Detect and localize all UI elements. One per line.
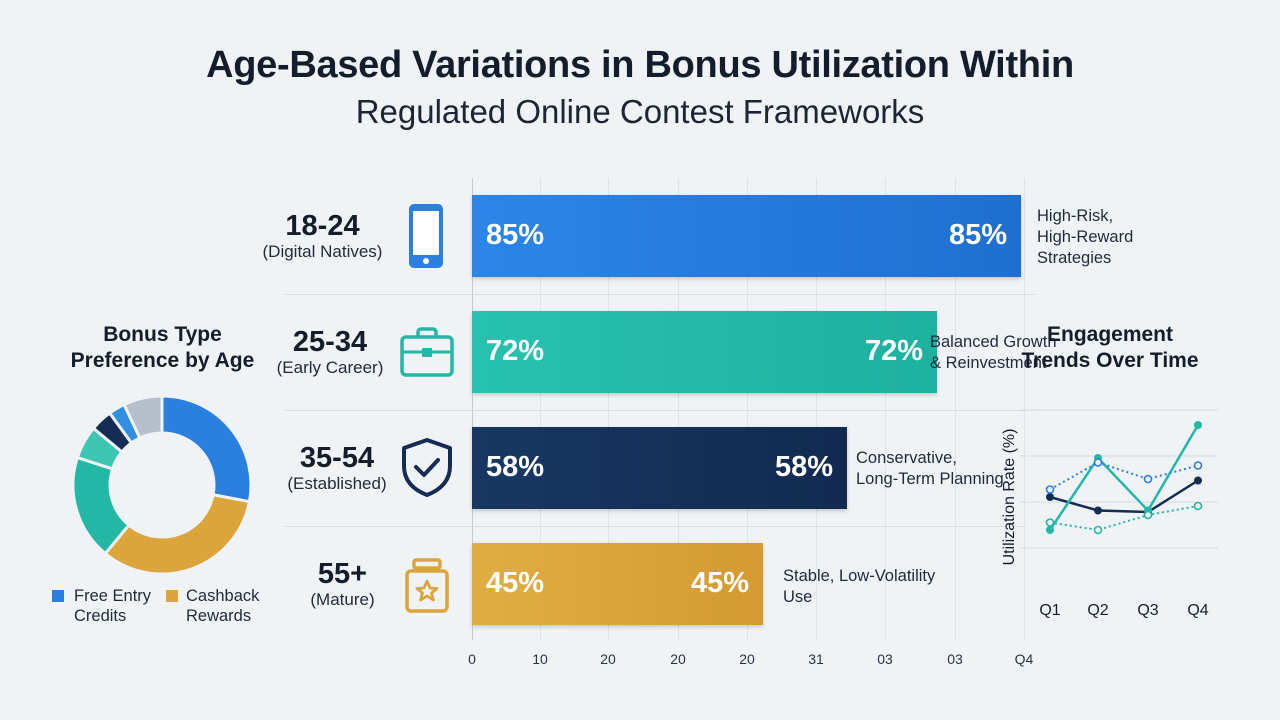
legend-item: Free Entry Credits [52, 586, 162, 626]
series-point [1046, 526, 1054, 534]
strategy-annotation: Stable, Low-Volatility Use [783, 567, 936, 606]
age-label: 35-54 (Established) [272, 442, 402, 494]
shield-check-icon [402, 438, 452, 497]
series-point [1045, 518, 1055, 527]
donut-slice [122, 394, 164, 440]
x-tick-label: 03 [947, 651, 963, 667]
bar-value-label: 85% [948, 219, 1007, 251]
vgrid [1024, 178, 1025, 640]
line-chart-title: Engagement Trends Over Time [1021, 323, 1199, 372]
x-tick-label: Q4 [1014, 651, 1034, 667]
vgrid [540, 178, 541, 640]
series-point [1193, 461, 1203, 470]
x-tick-label: 31 [808, 651, 824, 667]
series-point [1045, 485, 1055, 494]
series-point [1093, 525, 1103, 535]
bar-value-label: 58% [774, 451, 833, 483]
jar-icon [405, 558, 449, 613]
vgrid [747, 178, 748, 640]
vgrid [608, 178, 609, 640]
age-description: (Early Career) [276, 358, 384, 377]
x-tick-label: 10 [532, 651, 548, 667]
series-line [1048, 424, 1200, 531]
legend-label: Free Entry Credits [74, 587, 152, 625]
vgrid [816, 178, 817, 640]
donut-slice [103, 492, 252, 576]
age-label: 55+ (Mature) [285, 558, 400, 610]
bar: 45% 45% [472, 543, 763, 625]
briefcase-icon [400, 327, 454, 377]
vgrid [885, 178, 886, 640]
q-tick-label: Q3 [1137, 602, 1159, 619]
bar-value-label: 45% [486, 567, 545, 599]
chart-title: Age-Based Variations in Bonus Utilizatio… [206, 44, 1074, 86]
series-point [1093, 458, 1103, 467]
age-range: 55+ [317, 558, 368, 590]
age-description: (Mature) [310, 590, 375, 609]
age-range: 18-24 [285, 210, 360, 242]
donut-title: Bonus Type Preference by Age [70, 323, 255, 372]
age-description: (Established) [287, 474, 387, 493]
bar: 85% 85% [472, 195, 1021, 277]
x-tick-label: 03 [877, 651, 893, 667]
chart-subtitle: Regulated Online Contest Frameworks [355, 93, 925, 130]
line-chart [1020, 409, 1218, 549]
series-line [1049, 461, 1199, 491]
legend-swatch [52, 590, 64, 602]
series-point [1046, 493, 1054, 501]
q-tick-label: Q2 [1087, 602, 1109, 619]
series-line [1049, 505, 1199, 532]
bar-value-label: 58% [486, 451, 545, 483]
legend-swatch [166, 590, 178, 602]
row-separator [285, 294, 1035, 295]
x-tick-label: 20 [670, 651, 686, 667]
series-point [1094, 506, 1102, 515]
strategy-annotation: Balanced Growth & Reinvestment [930, 333, 1057, 372]
series-point [1194, 476, 1202, 485]
strategy-annotation: High-Risk, High-Reward Strategies [1037, 207, 1134, 267]
series-point [1143, 510, 1153, 520]
bar: 72% 72% [472, 311, 937, 393]
bar-axis [472, 178, 473, 640]
legend-label: Cashback Rewards [186, 587, 260, 625]
x-tick-label: 20 [739, 651, 755, 667]
row-separator [285, 410, 1035, 411]
q-tick-label: Q1 [1039, 602, 1061, 619]
age-range: 35-54 [299, 442, 375, 474]
bar-value-label: 72% [486, 335, 545, 367]
donut-slice [160, 394, 253, 504]
row-separator [285, 526, 1025, 527]
series-point [1143, 474, 1153, 484]
x-tick-label: 20 [600, 651, 616, 667]
line-chart-ylabel: Utilization Rate (%) [1001, 428, 1018, 566]
smartphone-icon [409, 204, 443, 268]
strategy-annotation: Conservative, Long-Term Planning [856, 449, 1004, 488]
series-point [1193, 501, 1203, 511]
vgrid [678, 178, 679, 640]
bar-value-label: 45% [690, 567, 749, 599]
age-label: 18-24 (Digital Natives) [250, 210, 395, 262]
bar-value-label: 72% [864, 335, 923, 367]
bar: 58% 58% [472, 427, 847, 509]
series-line [1049, 479, 1199, 514]
series-point [1194, 421, 1202, 429]
age-description: (Digital Natives) [262, 242, 383, 261]
age-label: 25-34 (Early Career) [265, 326, 395, 378]
age-range: 25-34 [292, 326, 368, 358]
donut-chart [71, 394, 253, 576]
x-tick-label: 0 [468, 651, 476, 667]
vgrid [955, 178, 956, 640]
q-tick-label: Q4 [1187, 602, 1209, 619]
legend-item: Cashback Rewards [166, 586, 271, 626]
bar-value-label: 85% [486, 219, 545, 251]
